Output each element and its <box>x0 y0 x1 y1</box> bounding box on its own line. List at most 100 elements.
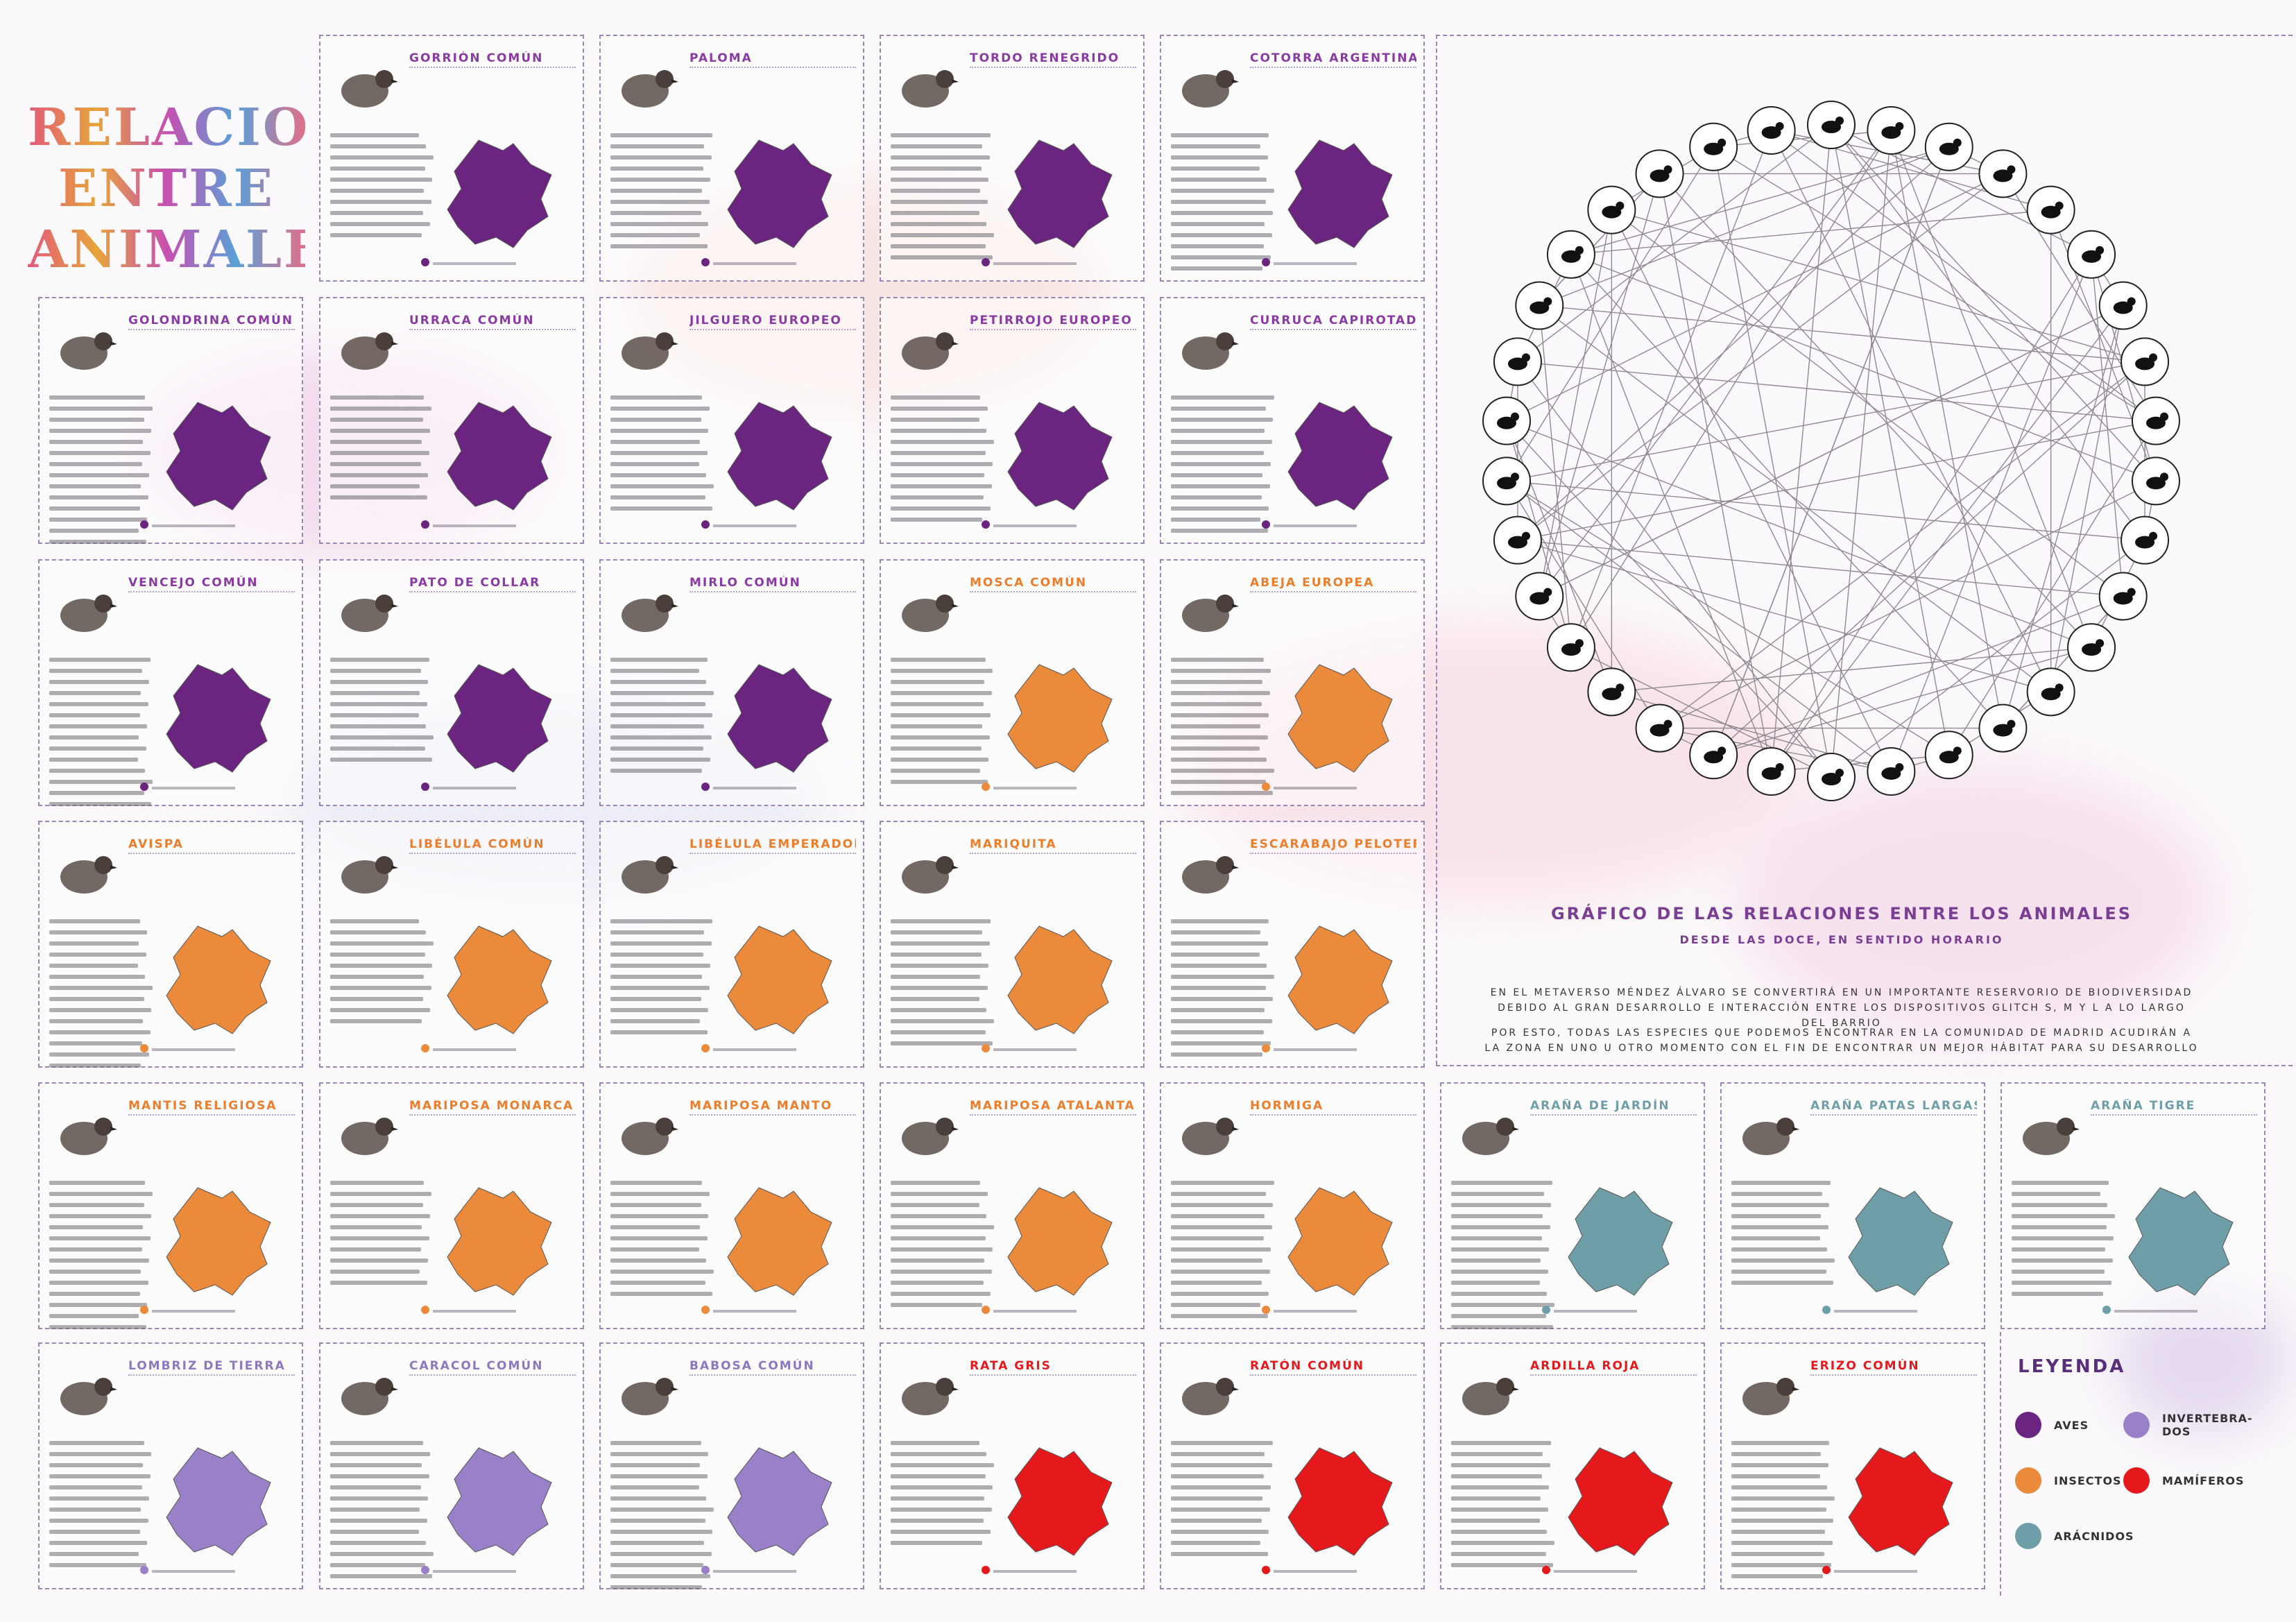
species-photo <box>622 856 678 894</box>
species-card: MARIQUITA <box>880 821 1145 1068</box>
text-line <box>2012 1292 2103 1296</box>
species-photo <box>622 70 678 108</box>
text-line <box>1171 780 1266 784</box>
text-line <box>891 758 988 762</box>
madrid-distribution-map <box>1287 1187 1393 1296</box>
text-line <box>1171 1541 1260 1545</box>
species-description <box>330 658 434 769</box>
text-line <box>330 986 431 990</box>
text-line <box>1171 155 1268 160</box>
relationship-line <box>2002 596 2124 729</box>
species-card: ERIZO COMÚN <box>1720 1342 1985 1589</box>
distribution-dot <box>1542 1566 1550 1574</box>
name-underline <box>128 591 295 592</box>
text-line <box>610 1463 700 1467</box>
text-line <box>330 155 434 160</box>
text-line <box>610 1192 710 1196</box>
text-line <box>610 407 710 411</box>
text-line <box>330 1203 423 1207</box>
relationship-line <box>2002 305 2124 728</box>
species-node-icon <box>1587 185 1636 234</box>
text-line <box>1451 1452 1543 1456</box>
text-line <box>49 1030 151 1034</box>
name-underline <box>1810 1114 1977 1116</box>
species-photo <box>341 856 398 894</box>
distribution-caption <box>433 1310 516 1313</box>
text-line <box>49 506 140 511</box>
text-line <box>49 702 148 706</box>
text-line <box>891 1496 984 1501</box>
text-line <box>49 1192 153 1196</box>
name-underline <box>409 329 576 330</box>
legend-label-aves: AVES <box>2054 1418 2089 1432</box>
text-line <box>330 1247 421 1252</box>
name-underline <box>128 1374 295 1376</box>
species-name: MARIPOSA MANTO <box>689 1099 833 1113</box>
species-name: ARDILLA ROJA <box>1530 1359 1640 1373</box>
text-line <box>1171 418 1273 422</box>
madrid-distribution-map <box>166 1187 271 1296</box>
text-line <box>891 1474 986 1478</box>
text-line <box>1171 1030 1264 1034</box>
species-description <box>2012 1181 2116 1303</box>
species-photo <box>1182 1118 1239 1155</box>
distribution-caption <box>433 524 516 527</box>
text-line <box>891 244 986 248</box>
relationship-line <box>1771 305 2124 772</box>
text-line <box>49 997 144 1001</box>
text-line <box>1451 1552 1546 1556</box>
text-line <box>330 178 432 182</box>
madrid-distribution-map <box>1007 402 1113 511</box>
text-line <box>1731 1552 1824 1556</box>
text-line <box>330 167 425 171</box>
species-node-icon <box>2067 623 2116 672</box>
text-line <box>49 791 144 795</box>
name-underline <box>1530 1114 1697 1116</box>
relationship-line <box>1517 539 2051 693</box>
relationship-line <box>1517 361 2157 422</box>
species-name: GOLONDRINA COMÚN <box>128 314 294 327</box>
legend-title: LEYENDA <box>2018 1356 2126 1377</box>
species-name: ABEJA EUROPEA <box>1250 576 1375 590</box>
relationship-line <box>1570 130 1772 648</box>
text-line <box>891 658 986 662</box>
name-underline <box>128 1114 295 1116</box>
species-card: LIBÉLULA COMÚN <box>319 821 584 1068</box>
text-line <box>49 1552 139 1556</box>
text-line <box>49 1225 143 1229</box>
species-node-icon <box>1807 753 1856 801</box>
text-line <box>1731 1574 1823 1578</box>
text-line <box>2012 1247 2105 1252</box>
text-line <box>610 1019 700 1023</box>
madrid-distribution-map <box>166 664 271 773</box>
text-line <box>891 1281 984 1285</box>
distribution-caption <box>1554 1570 1637 1573</box>
distribution-dot <box>140 1044 148 1052</box>
madrid-distribution-map <box>166 1447 271 1556</box>
madrid-distribution-map <box>166 402 271 511</box>
species-description <box>330 919 434 1030</box>
text-line <box>610 758 710 762</box>
text-line <box>330 189 424 193</box>
species-name: CARACOL COMÚN <box>409 1359 544 1373</box>
text-line <box>891 1214 986 1218</box>
relationship-line <box>1539 305 2145 363</box>
text-line <box>891 462 993 466</box>
text-line <box>610 1281 705 1285</box>
species-name: JILGUERO EUROPEO <box>689 314 842 327</box>
text-line <box>49 440 143 444</box>
text-line <box>1171 1530 1269 1534</box>
text-line <box>330 451 429 455</box>
text-line <box>1171 266 1262 271</box>
text-line <box>1171 658 1264 662</box>
relationship-line <box>1539 173 1661 597</box>
text-line <box>1731 1247 1827 1252</box>
relationship-line <box>1831 130 1892 778</box>
text-line <box>891 155 990 160</box>
legend-frame-left <box>2000 1332 2001 1596</box>
species-description <box>330 395 434 506</box>
distribution-caption <box>993 262 1077 265</box>
distribution-caption <box>1274 787 1357 789</box>
text-line <box>891 429 986 433</box>
name-underline <box>1250 1374 1416 1376</box>
